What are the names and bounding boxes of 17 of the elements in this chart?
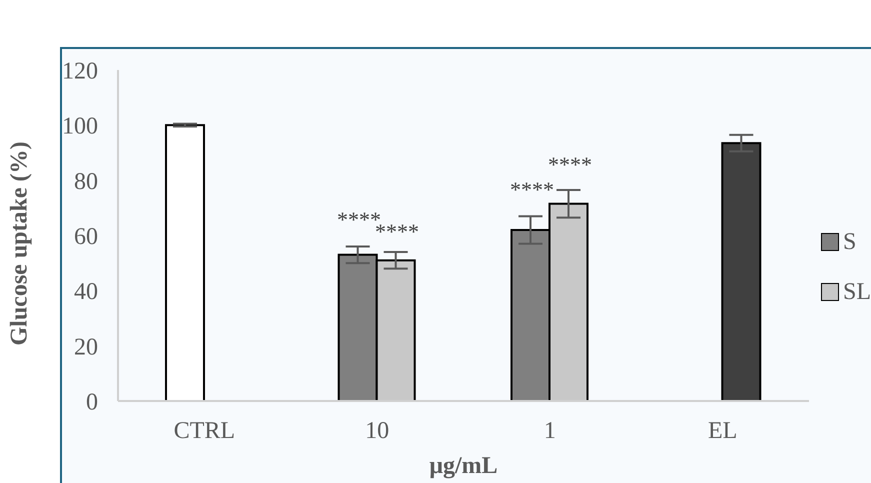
x-tick-label: 10 [365,418,390,444]
annotation: **** [510,177,554,202]
legend-label: SL [842,279,871,305]
annotation: **** [548,152,592,177]
y-axis-title: Glucose uptake (%) [6,142,33,346]
x-axis-title: μg/mL [429,453,498,479]
y-tick-label: 20 [74,334,98,360]
y-tick-label: 40 [74,279,98,306]
y-tick-label: 0 [86,390,98,416]
y-tick-label: 80 [74,168,98,195]
y-tick-label: 100 [62,114,98,140]
y-tick-label: 120 [62,58,98,85]
legend-label: S [842,229,856,255]
x-tick-label: 1 [544,418,556,444]
x-tick-label: CTRL [174,418,236,444]
x-tick-label: EL [708,418,738,444]
y-tick-label: 60 [74,224,98,250]
